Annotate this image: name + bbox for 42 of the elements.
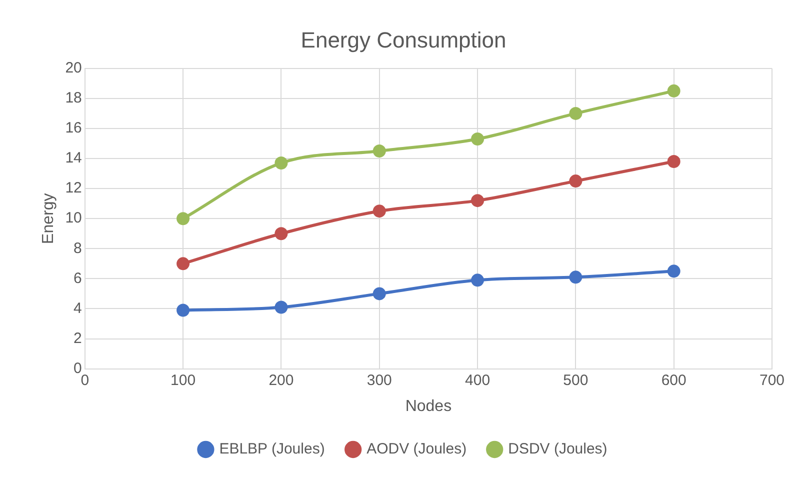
x-tick-label: 500 bbox=[563, 372, 588, 389]
y-tick-label: 8 bbox=[74, 240, 82, 257]
x-tick-label: 100 bbox=[170, 372, 196, 389]
point bbox=[274, 156, 288, 170]
point bbox=[372, 204, 386, 218]
point bbox=[372, 144, 386, 158]
point bbox=[176, 257, 190, 270]
point bbox=[274, 227, 288, 240]
y-tick-label: 10 bbox=[65, 210, 82, 227]
point bbox=[569, 106, 582, 120]
legend-label: DSDV (Joules) bbox=[508, 440, 608, 458]
point bbox=[176, 304, 190, 317]
x-tick-label: 600 bbox=[661, 372, 686, 389]
point bbox=[471, 132, 484, 146]
x-tick-label: 400 bbox=[465, 372, 490, 389]
y-tick-label: 2 bbox=[74, 330, 82, 347]
point bbox=[274, 300, 288, 314]
x-tick-label: 300 bbox=[366, 372, 392, 389]
y-tick-label: 6 bbox=[74, 270, 82, 287]
legend-label: EBLBP (Joules) bbox=[219, 440, 325, 458]
chart-title: Energy Consumption bbox=[300, 27, 506, 52]
y-tick-label: 14 bbox=[65, 150, 82, 167]
point bbox=[667, 155, 680, 168]
point bbox=[569, 270, 582, 284]
x-tick-label: 700 bbox=[759, 372, 785, 389]
point bbox=[176, 212, 190, 226]
point bbox=[471, 274, 484, 287]
point bbox=[471, 194, 484, 208]
y-tick-label: 20 bbox=[65, 60, 82, 77]
y-tick-label: 16 bbox=[65, 120, 82, 137]
x-tick-label: 200 bbox=[268, 372, 294, 389]
y-tick-label: 0 bbox=[74, 360, 82, 377]
y-tick-label: 18 bbox=[65, 90, 82, 107]
point bbox=[372, 287, 386, 300]
y-axis-title: Energy bbox=[40, 193, 58, 244]
point bbox=[667, 264, 680, 278]
point bbox=[569, 174, 582, 188]
x-axis-title: Nodes bbox=[405, 398, 452, 415]
legend-label: AODV (Joules) bbox=[366, 440, 467, 458]
point bbox=[667, 84, 680, 98]
y-tick-label: 4 bbox=[74, 300, 82, 317]
y-tick-label: 12 bbox=[65, 180, 82, 197]
